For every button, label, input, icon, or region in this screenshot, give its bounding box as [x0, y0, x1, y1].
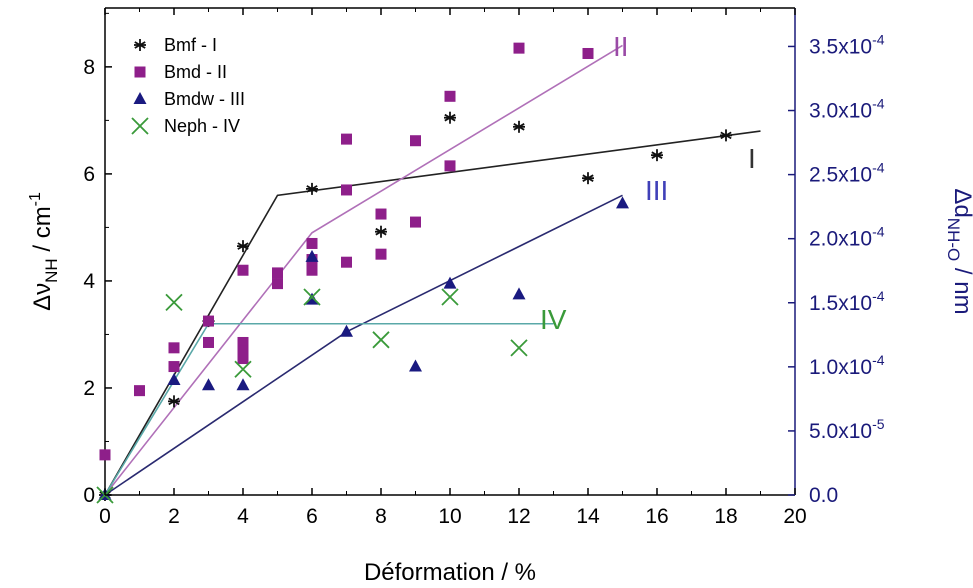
point-square	[237, 345, 249, 357]
x-tick-label: 0	[99, 505, 111, 528]
point-asterisk	[168, 395, 180, 408]
fit-line-1	[104, 130, 761, 496]
point-square	[341, 133, 352, 145]
point-triangle	[202, 378, 215, 391]
point-x	[303, 288, 321, 306]
point-square	[513, 42, 525, 54]
y-left-tick-label: 2	[83, 377, 95, 400]
point-square	[237, 336, 249, 348]
point-asterisk	[444, 111, 456, 124]
point-square	[203, 336, 214, 348]
point-square	[375, 208, 387, 220]
point-square	[203, 315, 214, 327]
legend-label: Neph - IV	[164, 116, 240, 136]
y-right-tick-label: 1.0x10-4	[809, 352, 885, 379]
x-tick-label: 12	[507, 505, 530, 528]
legend-label: Bmf - I	[164, 35, 217, 55]
legend-marker-asterisk	[134, 39, 146, 51]
point-asterisk	[237, 240, 249, 253]
point-square	[99, 449, 111, 461]
point-square	[237, 353, 249, 365]
legend-label: Bmd - II	[164, 62, 227, 82]
y-right-tick-label: 3.5x10-4	[809, 31, 885, 58]
y-right-tick-label: 0.0	[809, 484, 838, 507]
point-triangle	[305, 249, 319, 262]
point-x	[372, 331, 390, 349]
x-tick-label: 16	[645, 505, 668, 528]
point-triangle	[616, 196, 629, 209]
point-triangle	[236, 378, 250, 391]
point-square	[582, 47, 594, 59]
point-square	[306, 264, 318, 276]
point-asterisk	[582, 172, 594, 185]
x-tick-label: 14	[576, 505, 600, 528]
x-tick-label: 20	[783, 505, 806, 528]
x-tick-label: 6	[306, 505, 318, 528]
point-triangle	[409, 359, 422, 372]
point-square	[272, 267, 283, 279]
y-axis-left-title: ΔνNH / cm-1	[27, 192, 61, 311]
y-axis-right-title: ΔdNH-O / nm	[944, 188, 973, 314]
fit-line-2	[104, 44, 623, 496]
point-square	[168, 342, 180, 354]
x-tick-label: 8	[375, 505, 387, 528]
series-label-3: III	[645, 175, 668, 206]
point-square	[168, 361, 180, 373]
legend-label: Bmdw - III	[164, 89, 245, 109]
point-triangle	[167, 372, 181, 385]
series-label-1: I	[748, 143, 756, 174]
y-left-tick-label: 6	[83, 163, 95, 186]
point-square	[444, 160, 456, 172]
point-square	[410, 216, 421, 228]
point-x	[510, 339, 528, 357]
point-square	[341, 256, 352, 268]
y-left-tick-label: 4	[83, 270, 95, 293]
point-x	[441, 288, 459, 306]
point-triangle	[340, 324, 353, 337]
point-x	[234, 360, 252, 378]
point-square	[341, 184, 352, 196]
legend: Bmf - I Bmd - II Bmdw - III Neph - IV	[131, 35, 245, 136]
point-asterisk	[375, 225, 387, 238]
legend-marker-triangle	[133, 92, 147, 104]
y-right-tick-label: 1.5x10-4	[809, 288, 885, 315]
legend-marker-square	[134, 66, 146, 78]
point-triangle	[305, 292, 319, 305]
y-left-tick-label: 8	[83, 56, 95, 79]
point-square	[134, 385, 145, 397]
point-square	[444, 90, 456, 102]
point-triangle	[443, 276, 457, 289]
point-x	[165, 293, 183, 311]
x-axis-title: Déformation / %	[364, 559, 536, 586]
point-triangle	[512, 287, 526, 300]
point-square	[306, 237, 318, 249]
point-square	[237, 264, 249, 276]
point-asterisk	[651, 149, 663, 162]
legend-marker-x	[131, 117, 149, 135]
point-square	[375, 248, 387, 260]
y-left-tick-label: 0	[83, 484, 95, 507]
axes: 0 2 4 6 8 10 12 14 16 18 20 0 2 4 6 8 0.0 5.0x10-5 1.0x10-…	[27, 8, 973, 586]
x-tick-label: 2	[168, 505, 180, 528]
fit-line-3	[104, 194, 623, 496]
point-asterisk	[720, 129, 732, 142]
x-tick-label: 18	[714, 505, 737, 528]
x-tick-label: 4	[237, 505, 249, 528]
y-right-tick-label: 3.0x10-4	[809, 96, 885, 123]
x-tick-label: 10	[438, 505, 461, 528]
y-right-tick-label: 2.0x10-4	[809, 224, 885, 251]
point-asterisk	[513, 120, 525, 133]
data-points	[96, 42, 732, 504]
y-right-tick-label: 2.5x10-4	[809, 160, 885, 187]
y-right-tick-label: 5.0x10-5	[809, 416, 885, 443]
series-label-2: II	[613, 31, 629, 62]
point-square	[410, 135, 421, 147]
point-asterisk	[306, 182, 318, 195]
point-square	[272, 278, 283, 290]
series-label-4: IV	[540, 304, 567, 335]
